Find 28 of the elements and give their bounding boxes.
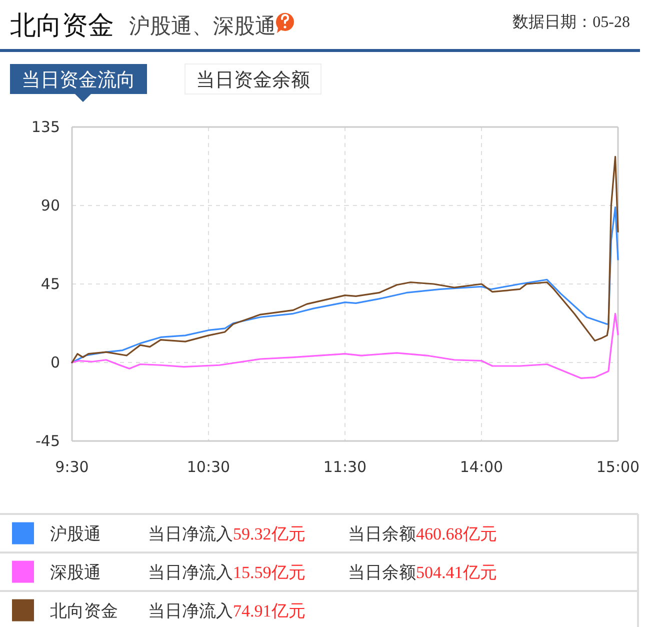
text: 当日资金余额	[196, 69, 310, 91]
chart-title: 北向资金	[10, 11, 114, 41]
legend-label: 北向资金	[50, 601, 118, 620]
text: 74.91亿元	[233, 601, 306, 620]
legend-label: 沪股通	[50, 524, 101, 544]
x-tick-label: 10:30	[186, 458, 230, 476]
chart-subtitle: 沪股通、深股通	[129, 14, 276, 38]
text: 数据日期：05-28	[512, 13, 630, 31]
x-tick-label: 11:30	[323, 458, 367, 476]
text: 当日净流入	[148, 601, 233, 620]
text: 当日余额	[348, 524, 416, 544]
text: 504.41亿元	[416, 562, 497, 582]
y-tick-label: 45	[40, 275, 60, 293]
x-tick-label: 9:30	[55, 458, 89, 476]
y-tick-label: 135	[31, 118, 60, 136]
text: 当日净流入	[148, 524, 233, 544]
text: 460.68亿元	[416, 524, 497, 544]
y-tick-label: -45	[36, 432, 60, 450]
y-tick-label: 0	[50, 354, 60, 372]
text: 当日资金流向	[22, 69, 136, 91]
text: 59.32亿元	[233, 524, 306, 544]
x-tick-label: 15:00	[596, 458, 640, 476]
text: 当日净流入	[148, 562, 233, 582]
x-tick-label: 14:00	[460, 458, 504, 476]
text: 15.59亿元	[233, 562, 306, 582]
y-tick-label: 90	[40, 196, 60, 214]
text: 当日余额	[348, 562, 416, 582]
legend-label: 深股通	[50, 562, 101, 582]
